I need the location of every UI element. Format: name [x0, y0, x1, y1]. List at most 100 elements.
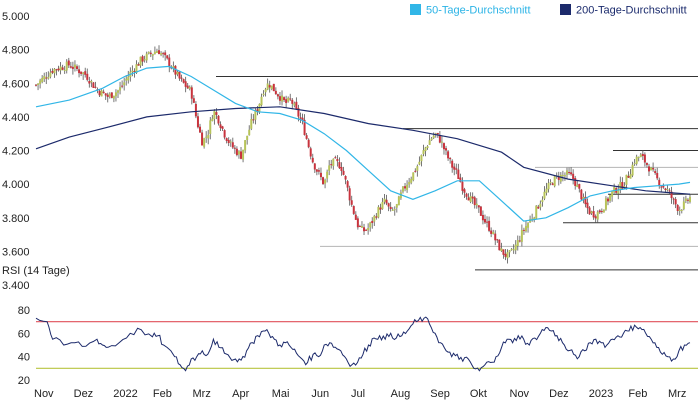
rsi-tick-label: 60	[18, 328, 30, 340]
candle-body	[383, 198, 386, 202]
candle-body	[180, 77, 183, 79]
time-tick-label: Nov	[34, 388, 54, 400]
candle-body	[527, 223, 530, 228]
candle-body	[668, 190, 671, 192]
candle-body	[496, 239, 499, 241]
candle-body	[584, 196, 587, 205]
candle-body	[662, 185, 665, 188]
candle-body	[293, 103, 296, 106]
candle-body	[155, 51, 158, 53]
candle-body	[332, 158, 335, 167]
candle-body	[319, 172, 322, 178]
candle-body	[518, 240, 521, 242]
candle-body	[397, 196, 400, 206]
legend-swatch-ma200	[560, 4, 571, 15]
candle-body	[385, 199, 388, 204]
candle-body	[67, 60, 70, 66]
candle-body	[639, 154, 642, 158]
candle-body	[611, 191, 614, 197]
candle-body	[654, 171, 657, 174]
candle-body	[645, 163, 648, 165]
candle-body	[344, 176, 347, 180]
candle-body	[414, 170, 417, 172]
candle-body	[479, 206, 482, 216]
candle-body	[580, 189, 583, 200]
candle-body	[102, 91, 105, 93]
candle-body	[147, 51, 150, 54]
candle-body	[488, 220, 491, 231]
rsi-tick-label: 40	[18, 352, 30, 364]
candle-body	[483, 218, 486, 223]
candle-body	[387, 203, 390, 207]
candle-body	[59, 66, 62, 71]
candle-body	[551, 183, 554, 185]
candle-body	[313, 163, 316, 170]
candle-body	[395, 204, 398, 208]
candle-body	[410, 178, 413, 183]
candle-body	[568, 172, 571, 174]
candle-body	[490, 230, 493, 234]
candle-body	[231, 142, 234, 148]
candle-body	[153, 51, 156, 54]
candle-body	[49, 72, 52, 77]
candle-body	[412, 172, 415, 181]
candle-body	[545, 188, 548, 193]
candle-body	[506, 252, 509, 259]
candle-body	[373, 215, 376, 222]
candle-body	[283, 97, 286, 101]
candle-body	[278, 96, 281, 101]
candle-body	[176, 72, 179, 75]
candle-body	[617, 189, 620, 194]
candle-body	[684, 198, 687, 201]
candle-body	[379, 207, 382, 210]
candle-body	[563, 175, 566, 177]
candle-body	[647, 166, 650, 172]
candle-body	[625, 174, 628, 185]
candle-body	[223, 130, 226, 138]
candle-body	[330, 164, 333, 166]
candle-body	[570, 172, 573, 175]
candle-body	[141, 56, 144, 62]
candle-body	[670, 191, 673, 199]
candle-body	[537, 206, 540, 209]
time-tick-label: Okt	[470, 388, 487, 400]
candle-body	[459, 177, 462, 183]
candle-body	[596, 211, 599, 220]
time-tick-label: Feb	[153, 388, 172, 400]
candle-body	[652, 167, 655, 170]
candle-body	[420, 154, 423, 162]
candle-body	[508, 250, 511, 253]
candle-body	[598, 210, 601, 213]
candle-body	[301, 117, 304, 121]
candle-body	[305, 135, 308, 139]
candle-body	[158, 50, 161, 55]
candle-body	[45, 77, 48, 79]
candle-body	[356, 218, 359, 228]
candle-body	[86, 73, 89, 80]
rsi-tick-label: 80	[18, 305, 30, 317]
candle-body	[63, 69, 66, 71]
candle-body	[260, 96, 263, 106]
candle-body	[127, 76, 130, 81]
candle-body	[196, 116, 199, 128]
candle-body	[110, 92, 113, 98]
candle-body	[627, 175, 630, 178]
candle-body	[426, 146, 429, 148]
candle-body	[227, 139, 230, 144]
candle-body	[574, 178, 577, 186]
candle-body	[51, 70, 54, 73]
candle-body	[297, 108, 300, 117]
candle-body	[262, 93, 265, 96]
candle-body	[404, 186, 407, 189]
legend: 50-Tage-Durchschnitt 200-Tage-Durchschni…	[410, 4, 687, 17]
candle-body	[578, 183, 581, 189]
candle-body	[547, 183, 550, 190]
candle-body	[217, 115, 220, 124]
candle-body	[244, 140, 247, 151]
candle-body	[311, 157, 314, 163]
candle-body	[250, 119, 253, 129]
candle-body	[602, 209, 605, 213]
moving-average-lines	[35, 65, 691, 222]
